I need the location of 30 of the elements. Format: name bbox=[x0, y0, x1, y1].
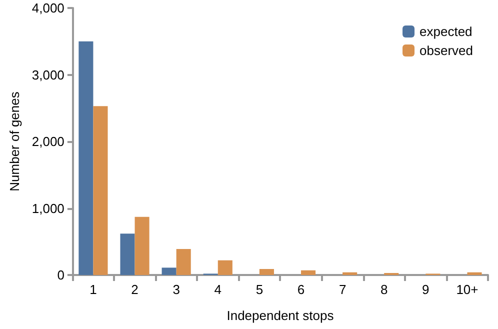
bar bbox=[259, 268, 274, 275]
x-tick-label: 2 bbox=[131, 282, 138, 297]
bar bbox=[218, 260, 232, 275]
x-axis-title: Independent stops bbox=[226, 308, 334, 323]
x-tick-label: 9 bbox=[422, 282, 430, 297]
x-tick-label: 10+ bbox=[456, 282, 478, 297]
x-tick-label: 8 bbox=[380, 282, 388, 297]
y-tick-label: 0 bbox=[57, 268, 64, 282]
bar bbox=[176, 248, 191, 275]
bar bbox=[342, 272, 358, 275]
bar bbox=[162, 268, 176, 275]
y-tick-label: 4,000 bbox=[32, 0, 64, 16]
legend-label: expected bbox=[420, 24, 472, 39]
y-tick-label: 3,000 bbox=[32, 67, 64, 82]
x-tick-label: 4 bbox=[214, 282, 222, 297]
y-tick-label: 2,000 bbox=[32, 134, 64, 149]
x-tick-label: 5 bbox=[256, 282, 264, 297]
bar bbox=[78, 41, 94, 275]
bar bbox=[120, 234, 135, 275]
bar bbox=[93, 106, 108, 275]
y-tick-label: 1,000 bbox=[32, 200, 64, 216]
x-tick-label: 7 bbox=[338, 282, 346, 297]
y-axis-title: Number of genes bbox=[7, 91, 22, 192]
bar bbox=[134, 216, 150, 275]
x-tick-label: 1 bbox=[90, 282, 97, 297]
bar bbox=[467, 272, 482, 275]
legend-label: observed bbox=[420, 43, 474, 58]
x-tick-label: 3 bbox=[172, 282, 180, 297]
bar bbox=[300, 270, 316, 275]
x-tick-label: 6 bbox=[297, 282, 305, 297]
